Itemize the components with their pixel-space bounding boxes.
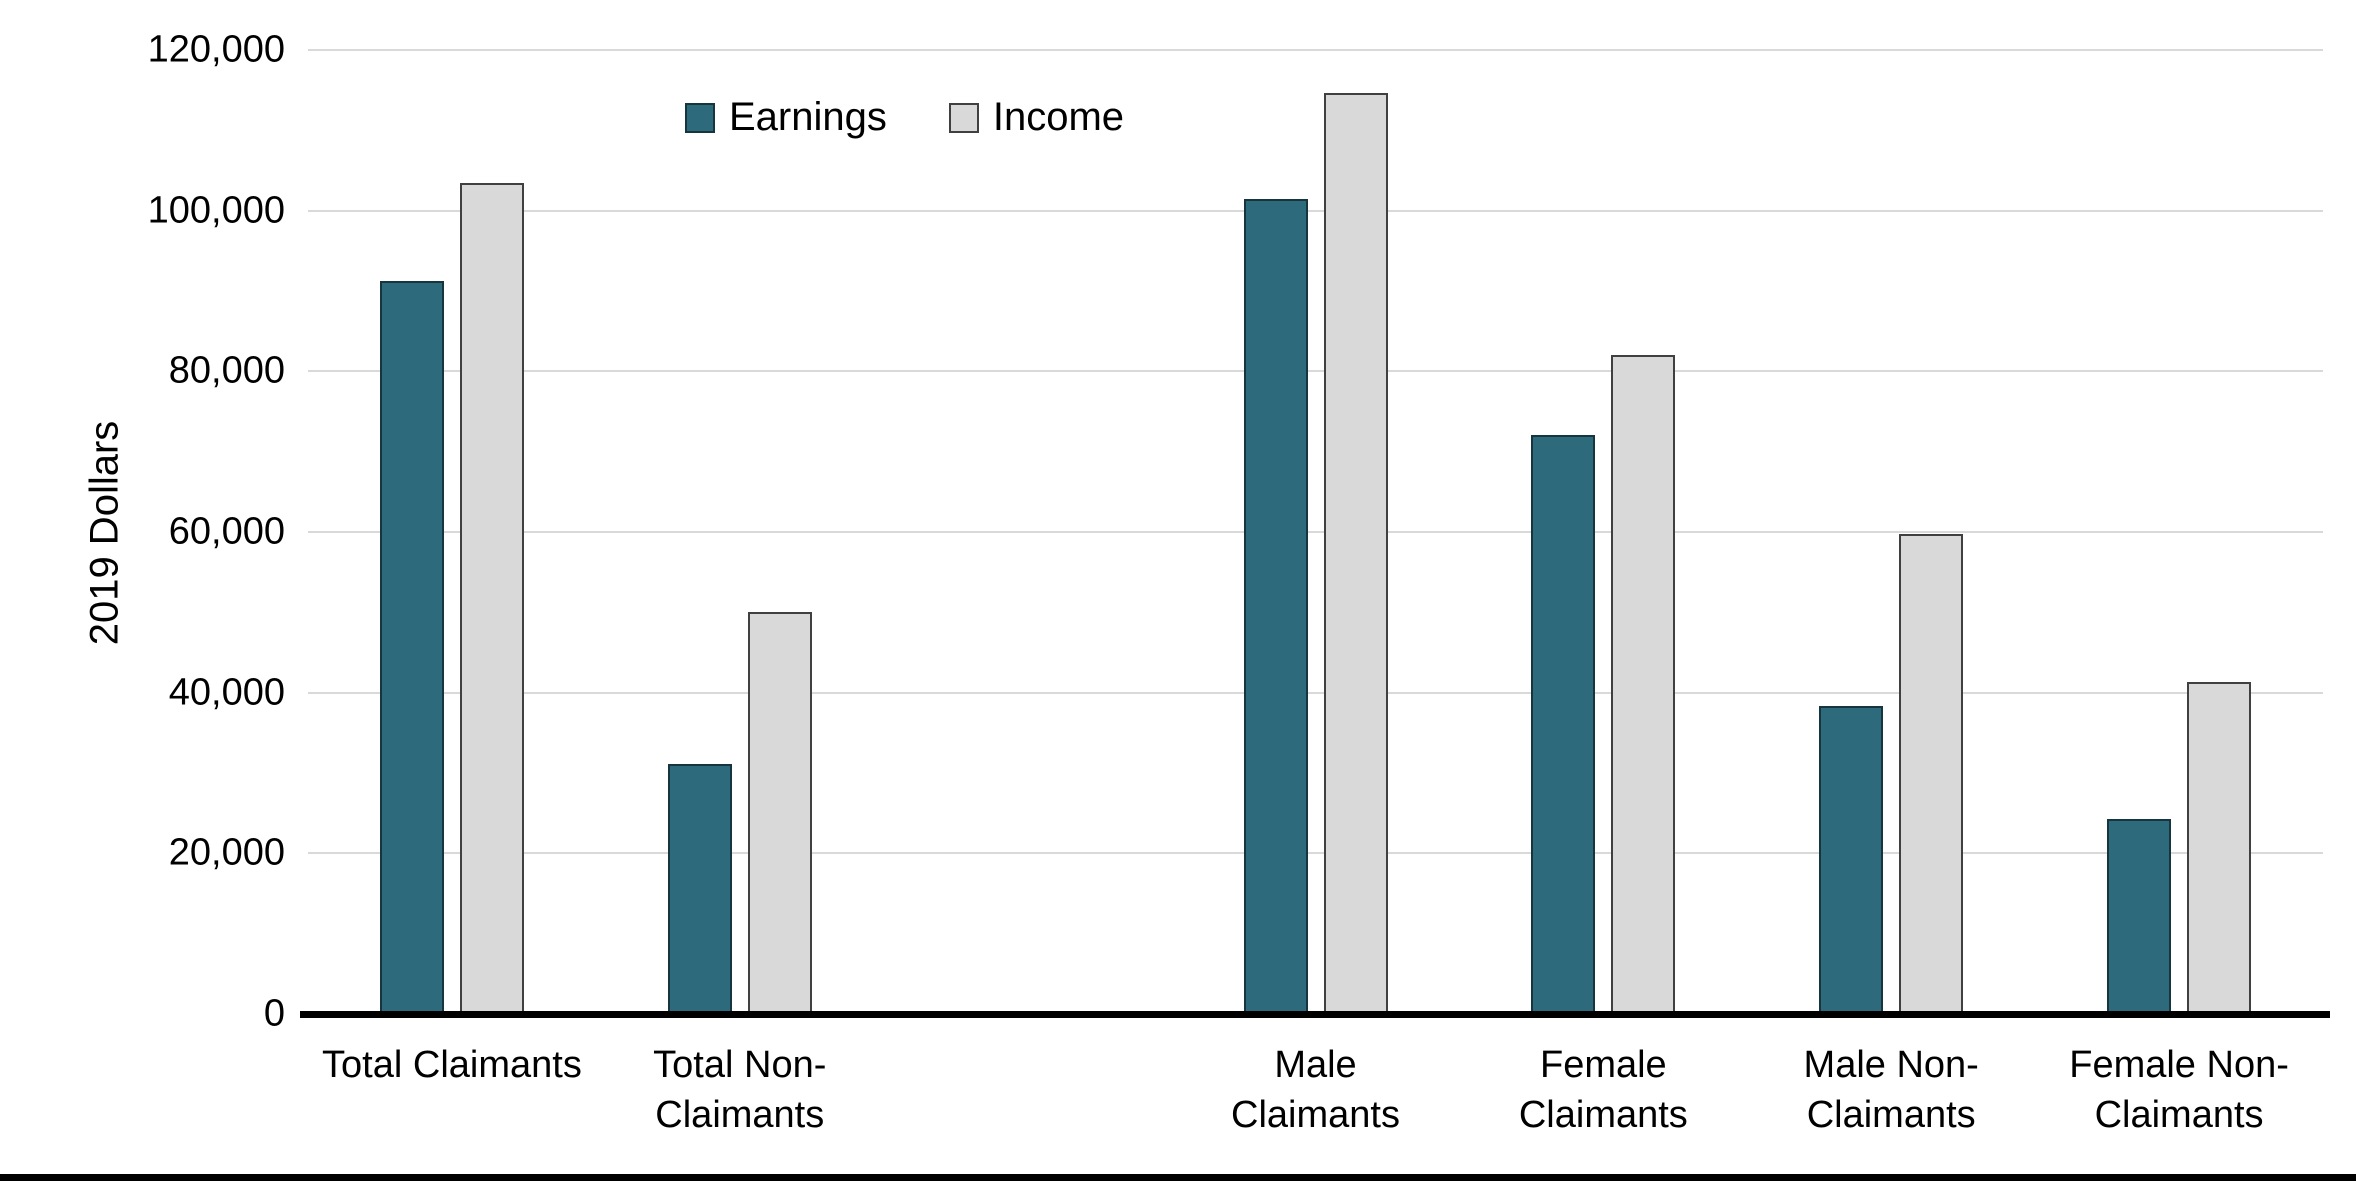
legend-item-earnings: Earnings bbox=[685, 95, 887, 140]
plot-area bbox=[308, 49, 2323, 1014]
bar-earnings-category-3 bbox=[1243, 198, 1308, 1014]
bar-income-category-1 bbox=[459, 183, 524, 1014]
x-axis-category-label: Total Non- Claimants bbox=[653, 1044, 827, 1137]
bar-income-category-5 bbox=[1899, 533, 1964, 1014]
bottom-border-line bbox=[0, 1174, 2356, 1181]
x-axis-labels: Total Claimants Total Non- Claimants Male … bbox=[308, 1040, 2323, 1160]
gridline bbox=[308, 691, 2323, 694]
x-axis-category-label: Female Claimants bbox=[1518, 1044, 1688, 1137]
bar-income-category-4 bbox=[1611, 355, 1676, 1014]
bar-earnings-category-4 bbox=[1531, 434, 1596, 1014]
bar-income-category-2 bbox=[747, 611, 812, 1014]
gridline bbox=[308, 209, 2323, 212]
bar-earnings-category-1 bbox=[379, 280, 444, 1014]
bar-earnings-category-5 bbox=[1819, 705, 1884, 1014]
gridline bbox=[308, 49, 2323, 51]
y-axis-tick-label: 80,000 bbox=[168, 349, 285, 392]
x-axis-category-label: Male Non- Claimants bbox=[1803, 1044, 1979, 1137]
gridline bbox=[308, 370, 2323, 373]
bar-earnings-category-6 bbox=[2107, 818, 2172, 1014]
legend: Earnings Income bbox=[685, 95, 1124, 140]
y-axis-tick-label: 0 bbox=[263, 992, 285, 1035]
legend-item-income: Income bbox=[948, 95, 1125, 140]
y-axis-tick-label: 120,000 bbox=[147, 28, 285, 71]
gridline bbox=[308, 852, 2323, 855]
gridline bbox=[308, 531, 2323, 533]
y-axis-tick-label: 100,000 bbox=[147, 189, 285, 232]
x-axis-category-label: Female Non- Claimants bbox=[2069, 1044, 2289, 1137]
bar-income-category-3 bbox=[1323, 92, 1388, 1014]
y-axis-tick-label: 40,000 bbox=[168, 671, 285, 714]
x-axis-line bbox=[300, 1011, 2330, 1018]
earnings-swatch-icon bbox=[685, 102, 715, 133]
x-axis-category-label: Male Claimants bbox=[1231, 1044, 1400, 1137]
y-axis-tick-labels: 0 20,000 40,000 60,000 80,000 100,000 120,000 bbox=[0, 29, 285, 1035]
y-axis-tick-label: 60,000 bbox=[168, 510, 285, 553]
x-axis-category-label: Total Claimants bbox=[322, 1044, 582, 1086]
y-axis-tick-label: 20,000 bbox=[168, 831, 285, 874]
income-swatch-icon bbox=[948, 102, 979, 133]
bar-income-category-6 bbox=[2187, 682, 2252, 1014]
legend-label-earnings: Earnings bbox=[729, 95, 887, 139]
bar-earnings-category-2 bbox=[667, 764, 732, 1014]
legend-label-income: Income bbox=[992, 95, 1125, 139]
